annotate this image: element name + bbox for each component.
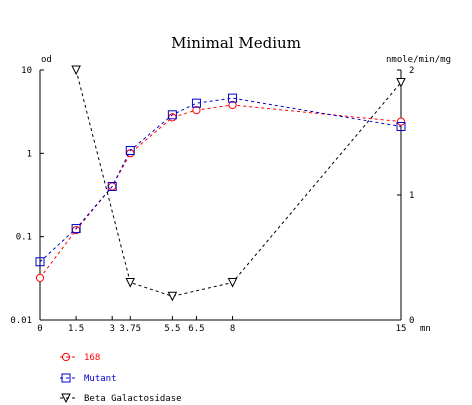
series-line-mutant [39, 97, 402, 263]
legend-item-mutant: Mutant [60, 373, 117, 384]
y-left-tick-label: 0.01 [10, 316, 32, 326]
data-point-beta-galactosidase [167, 291, 178, 302]
x-tick-label: 3 [109, 324, 114, 334]
data-point-beta-galactosidase [396, 78, 406, 88]
legend-label-mutant: Mutant [84, 374, 117, 384]
data-point-mutant [396, 121, 406, 131]
data-point-mutant [107, 181, 117, 191]
legend: 168 Mutant Beta Galactosidase [60, 352, 182, 404]
y-right-axis-label: nmole/min/mg [386, 55, 451, 65]
data-point-mutant [71, 224, 81, 234]
data-point-mutant [167, 110, 177, 120]
y-left-axis-label: od [41, 55, 52, 65]
y-right-tick-label: 0 [409, 316, 414, 326]
x-tick-label: 8 [230, 324, 235, 334]
data-point-mutant [35, 257, 45, 267]
data-point-mutant [191, 98, 201, 108]
data-point-beta-galactosidase [71, 65, 81, 76]
y-left-tick-label: 10 [21, 66, 32, 76]
y-right-tick-label: 2 [409, 66, 414, 76]
x-tick-label: 1.5 [68, 324, 84, 334]
data-point-168 [35, 273, 45, 283]
y-right-tick-label: 1 [409, 191, 414, 201]
data-point-168 [396, 117, 406, 126]
x-tick-label: 3.75 [119, 324, 141, 334]
x-tick-label: 5.5 [164, 324, 180, 334]
x-tick-label: 15 [396, 324, 407, 334]
data-point-beta-galactosidase [227, 278, 238, 288]
x-tick-label: 0 [37, 324, 42, 334]
series-line-beta-galactosidase [75, 69, 402, 297]
legend-marker-mutant [61, 373, 71, 383]
data-point-beta-galactosidase [125, 278, 136, 288]
data-point-168 [228, 100, 237, 110]
y-left-tick-label: 1 [27, 149, 32, 159]
x-tick-label: 6.5 [188, 324, 204, 334]
legend-item-168: 168 [60, 352, 100, 363]
series-layer [35, 65, 406, 302]
x-axis-label: mn [420, 324, 431, 334]
series-line-168 [39, 104, 402, 279]
data-point-mutant [228, 93, 238, 103]
legend-marker-168 [61, 352, 71, 362]
data-point-mutant [125, 146, 135, 156]
data-point-168 [192, 106, 201, 115]
y-left-tick-label: 0.1 [16, 233, 32, 243]
legend-label-beta-galactosidase: Beta Galactosidase [84, 394, 182, 404]
chart-title: Minimal Medium [171, 34, 301, 52]
legend-item-beta-galactosidase: Beta Galactosidase [60, 393, 182, 404]
legend-marker-beta-galactosidase [61, 393, 71, 404]
legend-label-168: 168 [84, 353, 100, 363]
